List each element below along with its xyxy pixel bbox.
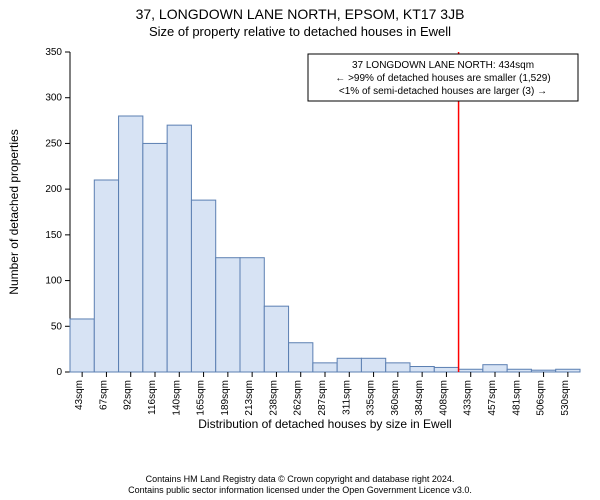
x-tick-label: 189sqm	[220, 380, 231, 416]
x-tick-label: 457sqm	[487, 380, 498, 416]
histogram-bar	[483, 365, 507, 372]
svg-text:300: 300	[45, 93, 62, 104]
x-tick-label: 384sqm	[414, 380, 425, 416]
x-tick-label: 262sqm	[293, 380, 304, 416]
histogram-bar	[313, 363, 337, 372]
histogram-bar	[191, 200, 215, 372]
histogram-bar	[143, 143, 167, 372]
histogram-bar	[459, 369, 483, 372]
x-axis-label: Distribution of detached houses by size …	[198, 417, 451, 431]
svg-text:50: 50	[51, 321, 63, 332]
annotation-line: ← >99% of detached houses are smaller (1…	[335, 73, 550, 84]
histogram-bar	[410, 367, 434, 372]
footer-line-1: Contains HM Land Registry data © Crown c…	[0, 474, 600, 485]
x-tick-label: 140sqm	[171, 380, 182, 416]
histogram-bar	[556, 369, 580, 372]
histogram-bar	[386, 363, 410, 372]
histogram-chart: 0 50 100 150 200 250 300 350 43sqm 67sqm 92sqm 116s…	[0, 44, 600, 444]
histogram-bar	[119, 116, 143, 372]
histogram-bar	[289, 343, 313, 372]
x-tick-label: 335sqm	[366, 380, 377, 416]
histogram-bar	[240, 258, 264, 372]
histogram-bar	[70, 319, 94, 372]
x-tick-label: 311sqm	[341, 380, 352, 415]
x-tick-label: 287sqm	[317, 380, 328, 416]
y-axis-label: Number of detached properties	[7, 129, 21, 294]
x-tick-label: 360sqm	[390, 380, 401, 416]
x-tick-label: 238sqm	[268, 380, 279, 416]
footer-attribution: Contains HM Land Registry data © Crown c…	[0, 474, 600, 497]
chart-svg: 0 50 100 150 200 250 300 350 43sqm 67sqm 92sqm 116s…	[0, 44, 600, 444]
histogram-bar	[216, 258, 240, 372]
svg-text:0: 0	[56, 367, 62, 378]
histogram-bar	[337, 358, 361, 372]
x-tick-label: 506sqm	[536, 380, 547, 416]
histogram-bar	[507, 369, 531, 372]
x-tick-label: 481sqm	[511, 380, 522, 416]
x-tick-label: 67sqm	[98, 380, 109, 410]
x-tick-label: 433sqm	[463, 380, 474, 416]
histogram-bar	[264, 306, 288, 372]
chart-subtitle: Size of property relative to detached ho…	[0, 24, 600, 39]
svg-text:200: 200	[45, 184, 62, 195]
histogram-bar	[531, 370, 555, 372]
x-tick-label: 213sqm	[244, 380, 255, 416]
x-tick-label: 530sqm	[560, 380, 571, 416]
x-tick-label: 408sqm	[438, 380, 449, 416]
histogram-bar	[94, 180, 118, 372]
footer-line-2: Contains public sector information licen…	[0, 485, 600, 496]
x-tick-label: 116sqm	[147, 380, 158, 415]
histogram-bar	[434, 367, 458, 372]
histogram-bar	[167, 125, 191, 372]
x-tick-label: 43sqm	[74, 380, 85, 410]
svg-text:150: 150	[45, 230, 62, 241]
annotation-line: 37 LONGDOWN LANE NORTH: 434sqm	[352, 60, 534, 71]
x-tick-label: 92sqm	[123, 380, 134, 410]
x-tick-label: 165sqm	[196, 380, 207, 416]
svg-text:250: 250	[45, 138, 62, 149]
histogram-bar	[361, 358, 385, 372]
annotation-line: <1% of semi-detached houses are larger (…	[339, 86, 547, 97]
svg-text:350: 350	[45, 47, 62, 58]
svg-text:100: 100	[45, 276, 62, 287]
address-title: 37, LONGDOWN LANE NORTH, EPSOM, KT17 3JB	[0, 6, 600, 22]
